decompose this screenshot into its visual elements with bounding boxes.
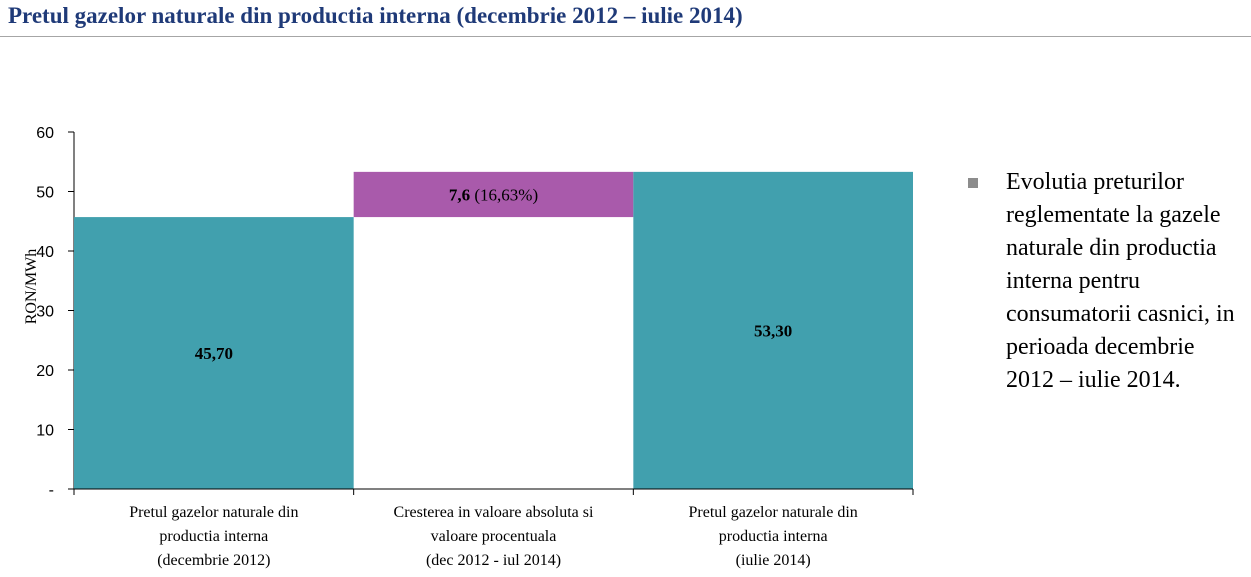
sidebar-note: Evolutia preturilor reglementate la gaze… [968, 166, 1238, 397]
page-title: Pretul gazelor naturale din productia in… [8, 3, 743, 28]
bullet-square-icon [968, 178, 978, 188]
x-category-label-line: Cresterea in valoare absoluta si [394, 504, 594, 521]
y-tick-label: 60 [36, 125, 54, 142]
bar [74, 217, 354, 489]
bar [353, 171, 634, 218]
x-category-label-line: Pretul gazelor naturale din [689, 504, 858, 521]
bar [633, 171, 913, 490]
y-tick-label: - [49, 482, 54, 499]
bar-value-label: 53,30 [754, 321, 792, 340]
x-category-label-line: productia interna [159, 528, 268, 545]
sidebar-note-text: Evolutia preturilor reglementate la gaze… [1006, 169, 1235, 393]
bar-value-bold: 53,30 [754, 321, 792, 340]
y-axis-title: RON/MWh [23, 249, 40, 325]
x-category-label-line: valoare procentuala [431, 528, 557, 545]
x-category-label-line: (decembrie 2012) [157, 552, 270, 569]
y-axis: - 10 20 30 40 50 60 RON/MWh [23, 125, 75, 499]
y-tick-label: 30 [36, 304, 54, 321]
x-category-label-line: (iulie 2014) [736, 552, 811, 569]
title-divider [0, 36, 1251, 37]
bar-value-bold: 45,70 [195, 344, 233, 363]
x-category-label: Cresterea in valoare absoluta si valoare … [394, 504, 594, 569]
waterfall-chart: - 10 20 30 40 50 60 RON/MWh 45,70 7,6 (16,63%) 53… [23, 125, 914, 569]
bar-value-percent: (16,63%) [470, 185, 538, 204]
x-category-label-line: Pretul gazelor naturale din [129, 504, 298, 521]
y-tick-label: 40 [36, 244, 54, 261]
x-category-label: Pretul gazelor naturale din productia int… [129, 504, 298, 569]
bar-value-label: 7,6 (16,63%) [449, 185, 538, 204]
y-tick-label: 50 [36, 185, 54, 202]
y-tick-label: 10 [36, 423, 54, 440]
x-category-label-line: productia interna [719, 528, 828, 545]
x-category-label: Pretul gazelor naturale din productia int… [689, 504, 858, 569]
bars: 45,70 7,6 (16,63%) 53,30 [74, 171, 913, 490]
bar-value-label: 45,70 [195, 344, 233, 363]
y-tick-label: 20 [36, 363, 54, 380]
bar-value-bold: 7,6 [449, 185, 470, 204]
x-category-label-line: (dec 2012 - iul 2014) [426, 552, 561, 569]
x-axis: Pretul gazelor naturale din productia int… [73, 488, 914, 569]
